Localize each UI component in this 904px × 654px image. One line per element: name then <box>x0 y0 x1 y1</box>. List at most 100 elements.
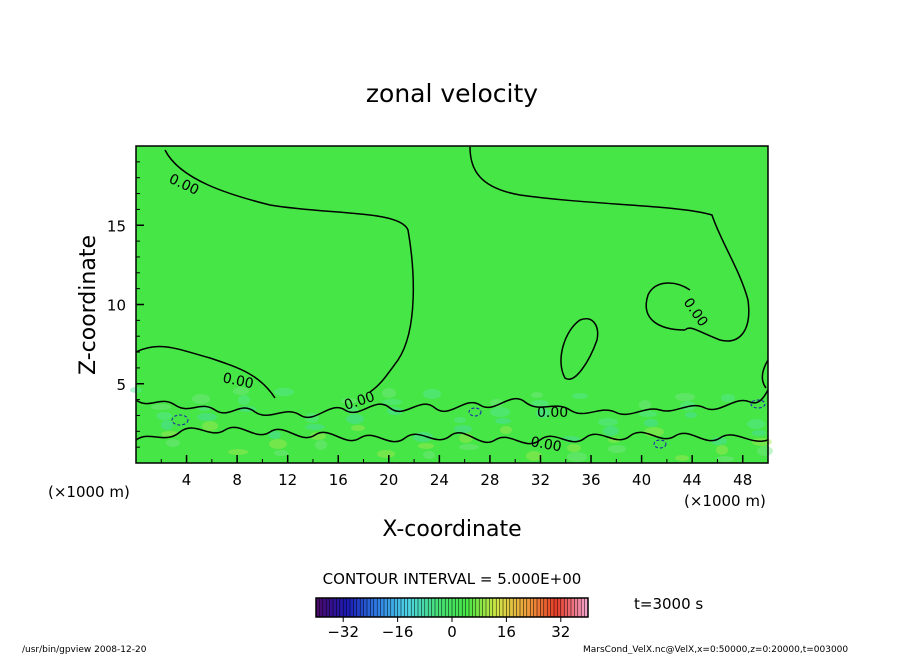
colorbar-cell <box>489 598 494 617</box>
colorbar-cell <box>333 598 337 617</box>
texture-patch <box>536 408 550 418</box>
texture-patch <box>351 425 365 431</box>
texture-patch <box>567 452 587 462</box>
colorbar-tick-label: 16 <box>497 623 516 641</box>
colorbar-cell <box>401 598 405 617</box>
colorbar-cell <box>404 598 409 617</box>
x-tick-label: 16 <box>329 471 348 489</box>
texture-patch <box>454 417 466 423</box>
colorbar-cell <box>503 598 507 617</box>
texture-patch <box>716 445 728 455</box>
contour-line-lower-wave <box>135 389 769 418</box>
colorbar-cell <box>350 598 354 617</box>
chart-title: zonal velocity <box>366 79 538 108</box>
colorbar-cell <box>414 598 419 617</box>
texture-patch <box>238 395 250 405</box>
texture-patch <box>377 450 395 458</box>
colorbar-cell <box>353 598 358 617</box>
texture-patch <box>382 388 396 398</box>
x-tick-label: 44 <box>683 471 702 489</box>
texture-patch <box>454 425 472 433</box>
colorbar-cell <box>571 598 575 617</box>
y-tick-label: 10 <box>107 297 126 315</box>
colorbar-cell <box>363 598 368 617</box>
texture-patch <box>156 412 172 420</box>
contour-interval-text: CONTOUR INTERVAL = 5.000E+00 <box>323 570 582 588</box>
texture-patch <box>526 451 542 461</box>
texture-patch <box>531 400 549 408</box>
colorbar-cell <box>316 598 320 617</box>
noise-patches <box>130 387 773 462</box>
colorbar-cell <box>394 598 398 617</box>
x-unit-right: (×1000 m) <box>684 492 766 510</box>
colorbar-cell <box>438 598 443 617</box>
texture-patch <box>747 419 765 429</box>
texture-patch <box>382 399 402 405</box>
x-tick-label: 8 <box>232 471 242 489</box>
contour-line-bottom-wave <box>135 426 769 445</box>
y-tick-label: 5 <box>116 376 126 394</box>
texture-patch <box>711 437 727 445</box>
colorbar-cell <box>469 598 473 617</box>
colorbar <box>315 597 589 618</box>
colorbar-cell <box>465 598 470 617</box>
x-tick-label: 24 <box>430 471 449 489</box>
texture-patch <box>274 388 294 396</box>
texture-patch <box>310 432 326 440</box>
texture-patch <box>192 394 210 404</box>
colorbar-cell <box>496 598 500 617</box>
colorbar-cell <box>367 598 371 617</box>
colorbar-cell <box>397 598 402 617</box>
texture-patch <box>495 418 511 424</box>
x-tick-label: 28 <box>480 471 499 489</box>
dashed-contour-1 <box>171 414 189 426</box>
texture-patch <box>608 445 626 453</box>
colorbar-cell <box>339 598 344 617</box>
texture-patch <box>269 439 287 449</box>
colorbar-cell <box>384 598 388 617</box>
x-tick-label: 20 <box>379 471 398 489</box>
colorbar-tick-label: −32 <box>327 623 359 641</box>
colorbar-cell <box>584 598 589 617</box>
colorbar-cell <box>567 598 572 617</box>
contour-line-upper-right <box>469 146 750 342</box>
x-tick-label: 48 <box>733 471 752 489</box>
texture-patch <box>274 450 288 456</box>
texture-patch <box>639 411 657 417</box>
x-tick-label: 12 <box>278 471 297 489</box>
colorbar-cell <box>479 598 483 617</box>
colorbar-cell <box>343 598 347 617</box>
texture-patch <box>531 392 543 398</box>
colorbar-cell <box>560 598 565 617</box>
colorbar-cell <box>373 598 378 617</box>
colorbar-cell <box>336 598 341 617</box>
dashed-contour-2 <box>468 407 482 417</box>
colorbar-cell <box>506 598 511 617</box>
dashed-contour-3 <box>750 399 766 409</box>
colorbar-cell <box>455 598 460 617</box>
texture-patch <box>572 393 588 399</box>
contour-lines <box>135 146 769 445</box>
texture-patch <box>675 393 695 401</box>
colorbar-cell <box>533 598 538 617</box>
texture-patch <box>341 398 357 404</box>
colorbar-cell <box>421 598 426 617</box>
texture-patch <box>639 400 651 410</box>
colorbar-cell <box>472 598 477 617</box>
texture-patch <box>567 444 581 452</box>
texture-patch <box>166 439 180 447</box>
texture-patch <box>752 430 766 436</box>
colorbar-cell <box>509 598 514 617</box>
contour-line-upper-left <box>164 149 415 393</box>
colorbar-cell <box>547 598 551 617</box>
texture-patch <box>151 404 171 410</box>
texture-patch <box>490 399 504 407</box>
x-unit-left: (×1000 m) <box>48 483 130 501</box>
texture-patch <box>675 455 689 461</box>
texture-patch <box>721 394 735 402</box>
texture-patch <box>346 414 364 424</box>
colorbar-cell <box>540 598 545 617</box>
colorbar-cell <box>418 598 422 617</box>
texture-patch <box>228 449 248 455</box>
colorbar-cell <box>530 598 534 617</box>
